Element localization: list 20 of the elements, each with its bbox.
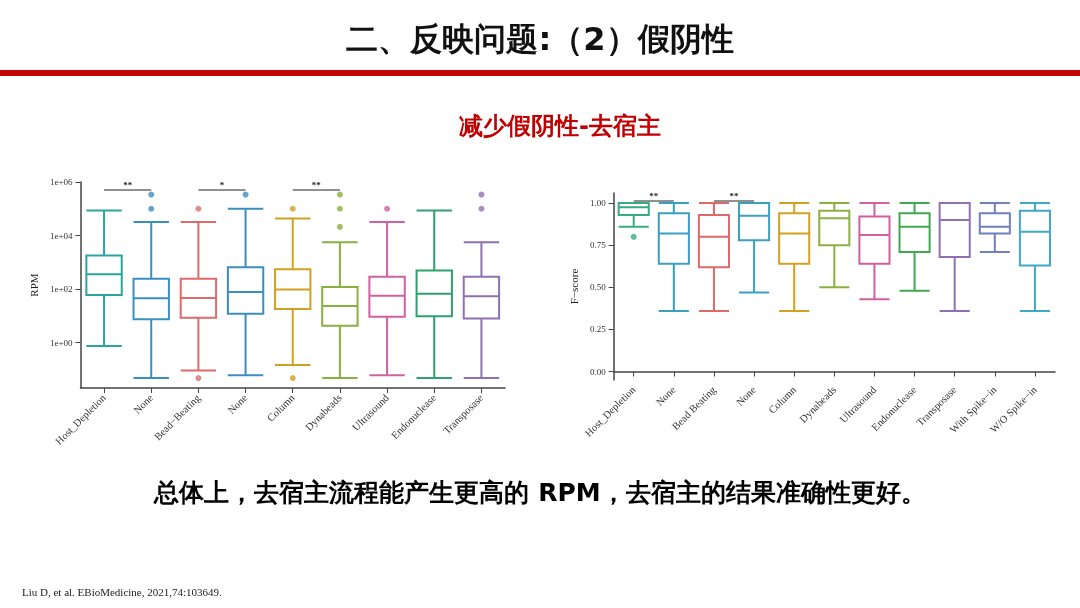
y-tick-label: 1e+00 [49, 337, 73, 348]
y-tick-label: 1.00 [589, 198, 607, 209]
annotation: ** [311, 179, 322, 190]
text: 总体上，去宿主流程能产生更高的 RPM，去宿主的结果准确性更好。 [152, 477, 927, 509]
text: 减少假阴性-去宿主 [458, 111, 662, 142]
y-tick-label: 1e+04 [49, 230, 73, 241]
y-tick-label: 0.25 [589, 324, 607, 335]
text: Liu D, et al. EBioMedicine, 2021,74:103649. [22, 586, 222, 598]
y-tick-label: 1e+06 [49, 177, 73, 187]
y-axis-title: F−score [567, 268, 580, 305]
y-tick-label: 0.50 [589, 282, 607, 293]
y-tick-label: 1e+02 [49, 284, 73, 295]
annotation: ** [123, 179, 133, 190]
annotation: * [219, 179, 225, 190]
y-axis-title: RPM [27, 273, 40, 297]
annotation: ** [649, 190, 659, 201]
annotation: ** [729, 190, 740, 201]
y-tick-label: 0.00 [589, 366, 607, 377]
text: 二、反映问题:（2）假阴性 [345, 19, 735, 60]
y-tick-label: 0.75 [589, 240, 607, 251]
